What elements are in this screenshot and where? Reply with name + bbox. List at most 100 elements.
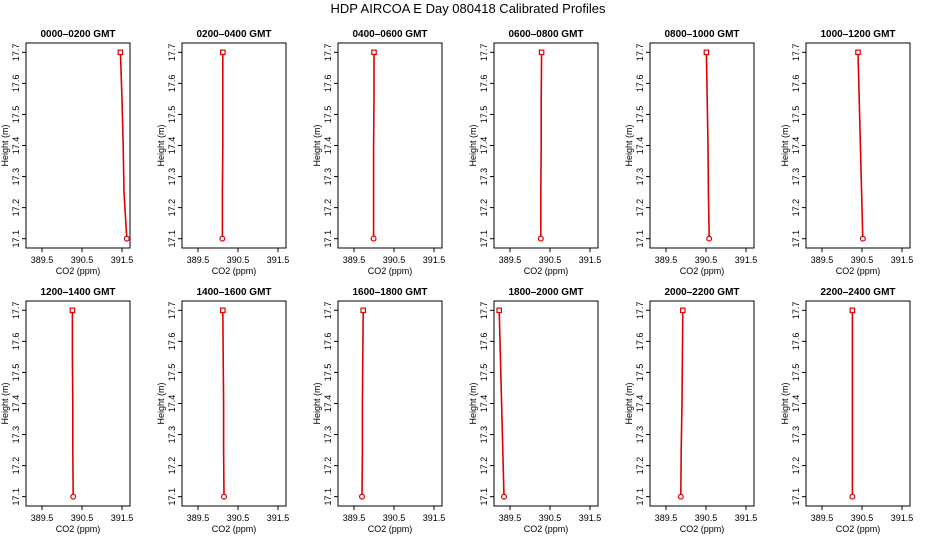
y-tick-label: 17.5 — [11, 106, 21, 124]
panel-title: 0400–0600 GMT — [352, 29, 427, 40]
y-tick-label: 17.2 — [791, 199, 801, 217]
profile-start-marker — [360, 494, 365, 499]
x-tick-label: 391.5 — [267, 513, 290, 523]
y-axis-label: Height (m) — [468, 382, 478, 424]
profile-start-marker — [678, 494, 683, 499]
x-tick-label: 391.5 — [423, 255, 446, 265]
panel-title: 1600–1800 GMT — [352, 287, 427, 298]
x-tick-label: 389.5 — [31, 513, 54, 523]
y-tick-label: 17.2 — [635, 457, 645, 475]
y-tick-label: 17.2 — [479, 457, 489, 475]
x-tick-label: 389.5 — [343, 513, 366, 523]
y-tick-label: 17.1 — [635, 488, 645, 506]
y-axis-label: Height (m) — [312, 124, 322, 166]
y-axis-label: Height (m) — [468, 124, 478, 166]
y-tick-label: 17.2 — [479, 199, 489, 217]
y-tick-label: 17.4 — [167, 137, 177, 155]
x-tick-label: 390.5 — [539, 255, 562, 265]
y-tick-label: 17.7 — [323, 302, 333, 320]
y-tick-label: 17.4 — [167, 395, 177, 413]
profile-start-marker — [850, 494, 855, 499]
y-axis-label: Height (m) — [0, 124, 10, 166]
x-tick-label: 389.5 — [499, 513, 522, 523]
panel-title: 2000–2200 GMT — [664, 287, 739, 298]
y-tick-label: 17.3 — [479, 168, 489, 186]
profile-start-marker — [124, 236, 129, 241]
profile-start-marker — [371, 236, 376, 241]
y-tick-label: 17.1 — [323, 230, 333, 248]
x-tick-label: 389.5 — [811, 513, 834, 523]
y-tick-label: 17.1 — [479, 488, 489, 506]
y-tick-label: 17.3 — [791, 426, 801, 444]
profile-line — [706, 52, 709, 238]
panel-frame — [338, 301, 442, 506]
x-axis-label: CO2 (ppm) — [212, 266, 257, 276]
x-axis-label: CO2 (ppm) — [680, 266, 725, 276]
profile-end-marker — [497, 308, 501, 312]
y-tick-label: 17.5 — [791, 106, 801, 124]
profile-start-marker — [71, 494, 76, 499]
figure-title: HDP AIRCOA E Day 080418 Calibrated Profi… — [0, 1, 936, 16]
y-tick-label: 17.4 — [791, 137, 801, 155]
profile-end-marker — [856, 50, 860, 54]
y-tick-label: 17.2 — [791, 457, 801, 475]
y-tick-label: 17.5 — [479, 364, 489, 382]
profile-line — [681, 310, 683, 496]
y-tick-label: 17.1 — [11, 230, 21, 248]
profile-start-marker — [538, 236, 543, 241]
y-tick-label: 17.3 — [323, 168, 333, 186]
y-tick-label: 17.3 — [323, 426, 333, 444]
profile-line — [858, 52, 863, 238]
profile-line — [120, 52, 126, 238]
panel-title: 0200–0400 GMT — [196, 29, 271, 40]
x-tick-label: 391.5 — [111, 513, 134, 523]
y-tick-label: 17.7 — [11, 44, 21, 62]
x-tick-label: 390.5 — [71, 255, 94, 265]
profile-start-marker — [220, 236, 225, 241]
y-tick-label: 17.6 — [791, 333, 801, 351]
x-tick-label: 391.5 — [579, 255, 602, 265]
x-tick-label: 390.5 — [383, 255, 406, 265]
y-tick-label: 17.6 — [635, 333, 645, 351]
profile-start-marker — [502, 494, 507, 499]
y-tick-label: 17.6 — [167, 333, 177, 351]
y-tick-label: 17.6 — [11, 333, 21, 351]
x-axis-label: CO2 (ppm) — [56, 266, 101, 276]
y-tick-label: 17.1 — [167, 488, 177, 506]
profile-end-marker — [681, 308, 685, 312]
x-tick-label: 391.5 — [579, 513, 602, 523]
y-tick-label: 17.7 — [791, 302, 801, 320]
x-axis-label: CO2 (ppm) — [836, 524, 881, 534]
x-tick-label: 389.5 — [31, 255, 54, 265]
y-tick-label: 17.1 — [635, 230, 645, 248]
y-tick-label: 17.5 — [323, 364, 333, 382]
y-axis-label: Height (m) — [624, 382, 634, 424]
x-tick-label: 390.5 — [695, 255, 718, 265]
x-axis-label: CO2 (ppm) — [836, 266, 881, 276]
y-tick-label: 17.2 — [323, 457, 333, 475]
panel-frame — [494, 43, 598, 248]
x-tick-label: 390.5 — [851, 255, 874, 265]
profile-line — [362, 310, 363, 496]
y-tick-label: 17.4 — [11, 395, 21, 413]
y-tick-label: 17.1 — [791, 230, 801, 248]
x-tick-label: 391.5 — [423, 513, 446, 523]
y-tick-label: 17.2 — [635, 199, 645, 217]
profile-line — [541, 52, 542, 238]
x-tick-label: 389.5 — [187, 513, 210, 523]
y-tick-label: 17.5 — [11, 364, 21, 382]
y-tick-label: 17.6 — [323, 333, 333, 351]
profile-end-marker — [539, 50, 543, 54]
y-tick-label: 17.3 — [791, 168, 801, 186]
x-tick-label: 390.5 — [851, 513, 874, 523]
y-tick-label: 17.6 — [323, 75, 333, 93]
y-tick-label: 17.1 — [167, 230, 177, 248]
y-tick-label: 17.2 — [323, 199, 333, 217]
x-tick-label: 390.5 — [383, 513, 406, 523]
y-tick-label: 17.3 — [167, 168, 177, 186]
y-tick-label: 17.7 — [479, 302, 489, 320]
panel-title: 1800–2000 GMT — [508, 287, 583, 298]
x-axis-label: CO2 (ppm) — [368, 266, 413, 276]
x-tick-label: 390.5 — [227, 255, 250, 265]
y-tick-label: 17.4 — [323, 137, 333, 155]
